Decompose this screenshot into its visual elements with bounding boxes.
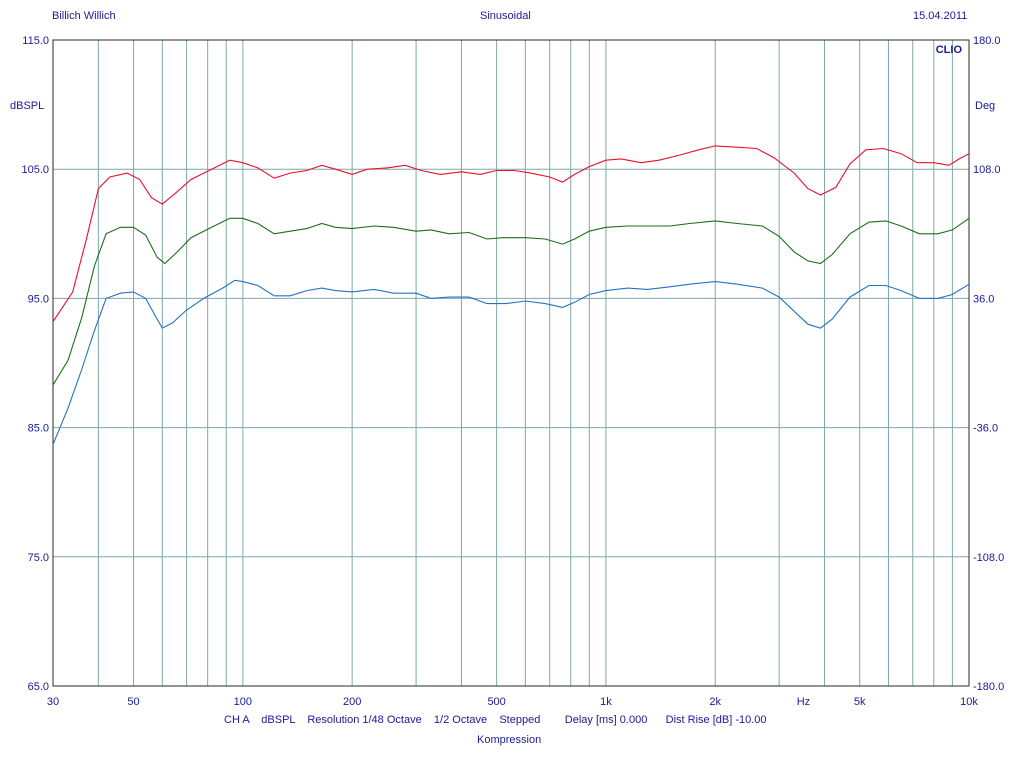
x-tick-label: 200 <box>343 696 361 708</box>
footer-settings: CH A dBSPL Resolution 1/48 Octave 1/2 Oc… <box>224 714 767 726</box>
x-tick-label: 2k <box>709 696 721 708</box>
series-line-1 <box>52 145 970 323</box>
x-tick-label: 50 <box>127 696 139 708</box>
y-tick-label: 95.0 <box>28 293 49 305</box>
y2-tick-label: -108.0 <box>973 552 1004 564</box>
y2-tick-label: 36.0 <box>973 293 994 305</box>
x-tick-label: 10k <box>960 696 978 708</box>
footer-mode: Kompression <box>477 734 542 746</box>
brand-label: CLIO <box>936 44 963 56</box>
y2-tick-label: 180.0 <box>973 35 1001 47</box>
y-tick-label: 65.0 <box>28 681 49 693</box>
x-tick-label: Hz <box>797 696 810 708</box>
series-line-3 <box>52 279 970 445</box>
header-right: 15.04.2011 <box>913 10 968 22</box>
x-tick-label: 30 <box>47 696 59 708</box>
header-left: Billich Willich <box>52 10 116 22</box>
y2-axis-label: Deg <box>975 100 995 112</box>
y2-tick-label: -180.0 <box>973 681 1004 693</box>
x-tick-label: 500 <box>487 696 505 708</box>
header-center: Sinusoidal <box>480 10 531 22</box>
x-tick-label: 100 <box>234 696 252 708</box>
y2-tick-label: -36.0 <box>973 423 998 435</box>
plot-frame <box>52 39 970 687</box>
series-line-2 <box>52 217 970 386</box>
y-tick-label: 85.0 <box>28 423 49 435</box>
y-tick-label: 115.0 <box>22 35 49 47</box>
y-axis-label: dBSPL <box>10 100 44 112</box>
x-tick-label: 5k <box>854 696 866 708</box>
y2-tick-label: 108.0 <box>973 164 1001 176</box>
plot-area <box>53 40 969 686</box>
x-tick-label: 1k <box>600 696 612 708</box>
y-tick-label: 75.0 <box>28 552 49 564</box>
y-tick-label: 105.0 <box>21 164 49 176</box>
